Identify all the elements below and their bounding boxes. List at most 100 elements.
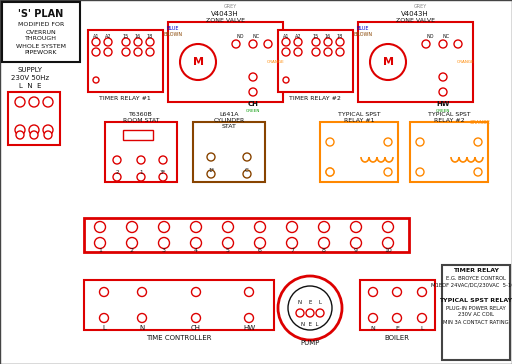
Circle shape (137, 156, 145, 164)
Circle shape (416, 138, 424, 146)
Circle shape (191, 288, 201, 297)
Circle shape (316, 309, 324, 317)
Text: TIMER RELAY #1: TIMER RELAY #1 (99, 96, 151, 102)
Text: BROWN: BROWN (163, 32, 183, 37)
Text: ROOM STAT: ROOM STAT (123, 118, 159, 123)
Text: TIMER RELAY #2: TIMER RELAY #2 (289, 96, 341, 102)
Text: 1: 1 (139, 170, 143, 174)
Circle shape (146, 48, 154, 56)
Circle shape (243, 170, 251, 178)
Circle shape (191, 313, 201, 323)
Text: T6360B: T6360B (129, 111, 153, 116)
Circle shape (159, 173, 167, 181)
Bar (278, 30, 353, 92)
Circle shape (416, 168, 424, 176)
Text: A1: A1 (283, 33, 289, 39)
Text: TYPICAL SPST RELAY: TYPICAL SPST RELAY (439, 297, 512, 302)
Circle shape (190, 222, 202, 233)
Circle shape (326, 168, 334, 176)
Circle shape (95, 222, 105, 233)
Circle shape (324, 38, 332, 46)
Text: 18: 18 (337, 33, 343, 39)
Text: L641A: L641A (219, 111, 239, 116)
Circle shape (417, 288, 426, 297)
Circle shape (138, 313, 146, 323)
Circle shape (92, 38, 100, 46)
Circle shape (134, 38, 142, 46)
Circle shape (278, 276, 342, 340)
Circle shape (146, 38, 154, 46)
Text: RELAY #2: RELAY #2 (434, 118, 464, 123)
Circle shape (336, 38, 344, 46)
Bar (193, 122, 265, 182)
Circle shape (29, 125, 39, 135)
Text: 16: 16 (135, 33, 141, 39)
Text: N: N (139, 325, 144, 331)
Circle shape (249, 40, 257, 48)
Circle shape (439, 88, 447, 96)
Circle shape (159, 237, 169, 249)
Circle shape (422, 40, 430, 48)
Text: THROUGH: THROUGH (25, 36, 57, 41)
Text: HW: HW (436, 101, 450, 107)
Circle shape (312, 38, 320, 46)
Circle shape (370, 44, 406, 80)
Text: GREY: GREY (413, 4, 426, 8)
Circle shape (282, 38, 290, 46)
Text: ORANGE: ORANGE (267, 60, 285, 64)
Text: WHOLE SYSTEM: WHOLE SYSTEM (16, 44, 66, 48)
Bar (358, 22, 473, 102)
Circle shape (454, 40, 462, 48)
Circle shape (159, 222, 169, 233)
Text: 8: 8 (322, 249, 326, 253)
Text: L: L (420, 325, 424, 331)
Text: PLUG-IN POWER RELAY: PLUG-IN POWER RELAY (446, 305, 506, 310)
Text: GREEN: GREEN (436, 109, 450, 113)
Text: MODIFIED FOR: MODIFIED FOR (18, 23, 64, 28)
Circle shape (122, 38, 130, 46)
Text: TIMER RELAY: TIMER RELAY (453, 269, 499, 273)
Text: 2: 2 (115, 170, 119, 174)
Circle shape (29, 97, 39, 107)
Circle shape (439, 40, 447, 48)
Text: NO: NO (236, 35, 244, 40)
Text: STAT: STAT (222, 123, 237, 128)
Circle shape (264, 40, 272, 48)
Circle shape (474, 168, 482, 176)
Text: NC: NC (252, 35, 260, 40)
Text: V4043H: V4043H (211, 11, 239, 17)
Text: 7: 7 (290, 249, 294, 253)
Circle shape (351, 237, 361, 249)
Bar (2, 2, 80, 62)
Text: 15: 15 (313, 33, 319, 39)
Text: 6: 6 (258, 249, 262, 253)
Text: L: L (102, 325, 106, 331)
Circle shape (113, 156, 121, 164)
Text: TYPICAL SPST: TYPICAL SPST (428, 111, 471, 116)
Text: C: C (245, 167, 249, 173)
Text: L  N  E: L N E (19, 83, 41, 89)
Text: 9: 9 (354, 249, 358, 253)
Circle shape (318, 237, 330, 249)
Circle shape (44, 131, 52, 139)
Text: A2: A2 (295, 33, 301, 39)
Bar (442, 265, 510, 360)
Text: 16: 16 (325, 33, 331, 39)
Bar (105, 122, 177, 182)
Text: 15: 15 (123, 33, 129, 39)
Text: E.G. BROYCE CONTROL: E.G. BROYCE CONTROL (446, 276, 506, 281)
Text: E: E (308, 301, 312, 305)
Text: GREEN: GREEN (246, 109, 260, 113)
Text: BOILER: BOILER (385, 335, 410, 341)
Circle shape (336, 48, 344, 56)
Text: M1EDF 24VAC/DC/230VAC  5-10MI: M1EDF 24VAC/DC/230VAC 5-10MI (431, 282, 512, 288)
Text: TYPICAL SPST: TYPICAL SPST (338, 111, 380, 116)
Text: CH: CH (248, 101, 259, 107)
Circle shape (190, 237, 202, 249)
Text: BLUE: BLUE (167, 25, 179, 31)
Circle shape (318, 222, 330, 233)
Circle shape (439, 73, 447, 81)
Circle shape (369, 313, 377, 323)
Circle shape (104, 48, 112, 56)
Text: V4043H: V4043H (401, 11, 429, 17)
